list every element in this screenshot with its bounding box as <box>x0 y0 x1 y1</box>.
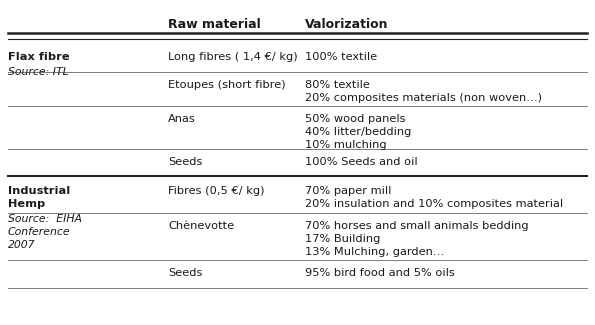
Text: 20% insulation and 10% composites material: 20% insulation and 10% composites materi… <box>305 199 563 209</box>
Text: Anas: Anas <box>168 114 196 124</box>
Text: Conference: Conference <box>8 227 71 237</box>
Text: 50% wood panels: 50% wood panels <box>305 114 406 124</box>
Text: 13% Mulching, garden…: 13% Mulching, garden… <box>305 247 444 257</box>
Text: 95% bird food and 5% oils: 95% bird food and 5% oils <box>305 268 455 278</box>
Text: Valorization: Valorization <box>305 18 389 31</box>
Text: Hemp: Hemp <box>8 199 45 209</box>
Text: 10% mulching: 10% mulching <box>305 140 387 150</box>
Text: Industrial: Industrial <box>8 186 70 196</box>
Text: Etoupes (short fibre): Etoupes (short fibre) <box>168 80 286 90</box>
Text: Seeds: Seeds <box>168 268 202 278</box>
Text: 70% paper mill: 70% paper mill <box>305 186 392 196</box>
Text: 20% composites materials (non woven…): 20% composites materials (non woven…) <box>305 93 542 103</box>
Text: Raw material: Raw material <box>168 18 261 31</box>
Text: Flax fibre: Flax fibre <box>8 52 70 62</box>
Text: 17% Building: 17% Building <box>305 234 380 244</box>
Text: Source: ITL: Source: ITL <box>8 67 68 77</box>
Text: 70% horses and small animals bedding: 70% horses and small animals bedding <box>305 221 528 231</box>
Text: Chènevotte: Chènevotte <box>168 221 234 231</box>
Text: Fibres (0,5 €/ kg): Fibres (0,5 €/ kg) <box>168 186 265 196</box>
Text: 2007: 2007 <box>8 240 36 250</box>
Text: Long fibres ( 1,4 €/ kg): Long fibres ( 1,4 €/ kg) <box>168 52 298 62</box>
Text: 80% textile: 80% textile <box>305 80 370 90</box>
Text: 100% Seeds and oil: 100% Seeds and oil <box>305 157 418 167</box>
Text: Source:  EIHA: Source: EIHA <box>8 214 82 224</box>
Text: 100% textile: 100% textile <box>305 52 377 62</box>
Text: 40% litter/bedding: 40% litter/bedding <box>305 127 411 137</box>
Text: Seeds: Seeds <box>168 157 202 167</box>
